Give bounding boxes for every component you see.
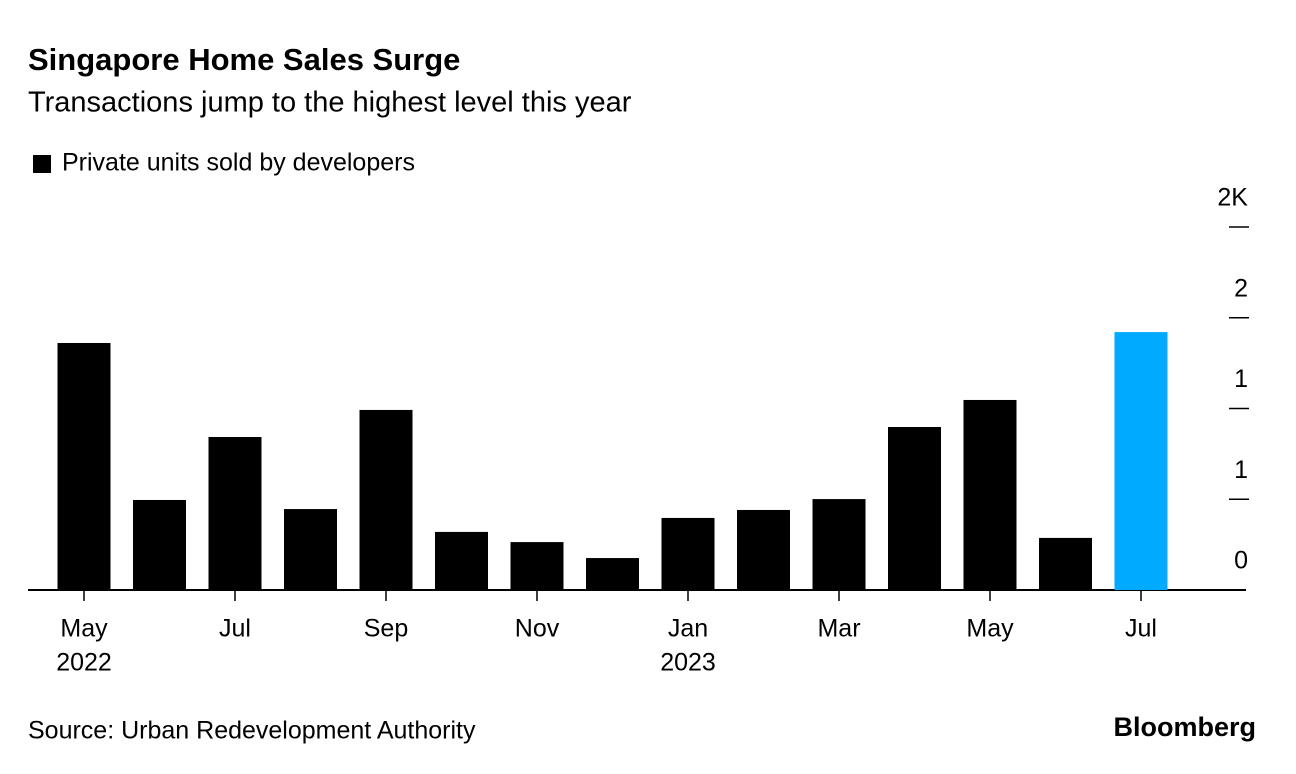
x-year-label: 2023 [660,649,716,677]
x-tick-label: Nov [515,615,560,643]
bar [57,342,111,590]
x-tick-label: Sep [364,615,408,643]
legend-swatch [33,155,51,173]
source: Source: Urban Redevelopment Authority [28,717,476,745]
x-tick-label: Mar [817,615,860,643]
x-year-label: 2022 [56,649,112,677]
chart-subtitle: Transactions jump to the highest level t… [28,87,632,119]
chart-title: Singapore Home Sales Surge [28,42,460,77]
bar [284,509,337,590]
brand: Bloomberg [1113,712,1256,742]
bar [510,542,564,590]
x-tick-label: Jul [1125,615,1157,643]
bar [963,399,1017,590]
bar [586,558,639,590]
bar [888,427,941,590]
y-tick-label: 0 [1234,547,1248,575]
x-tick-label: May [966,615,1014,643]
x-tick-label: Jul [219,615,251,643]
bar [1114,332,1168,590]
x-tick-label: May [60,615,108,643]
bar [737,509,790,590]
bar [133,499,186,590]
y-tick-label: 1 [1234,456,1248,484]
y-tick-label: 1 [1234,365,1248,393]
bar [359,409,413,590]
legend-label: Private units sold by developers [62,149,415,177]
bar [208,436,262,590]
bar [435,531,488,590]
y-tick-label: 2 [1234,274,1248,302]
x-tick-label: Jan [668,615,708,643]
bar [661,517,715,590]
bar [1039,537,1092,590]
y-tick-label: 2K [1217,184,1248,212]
bar [812,499,866,590]
